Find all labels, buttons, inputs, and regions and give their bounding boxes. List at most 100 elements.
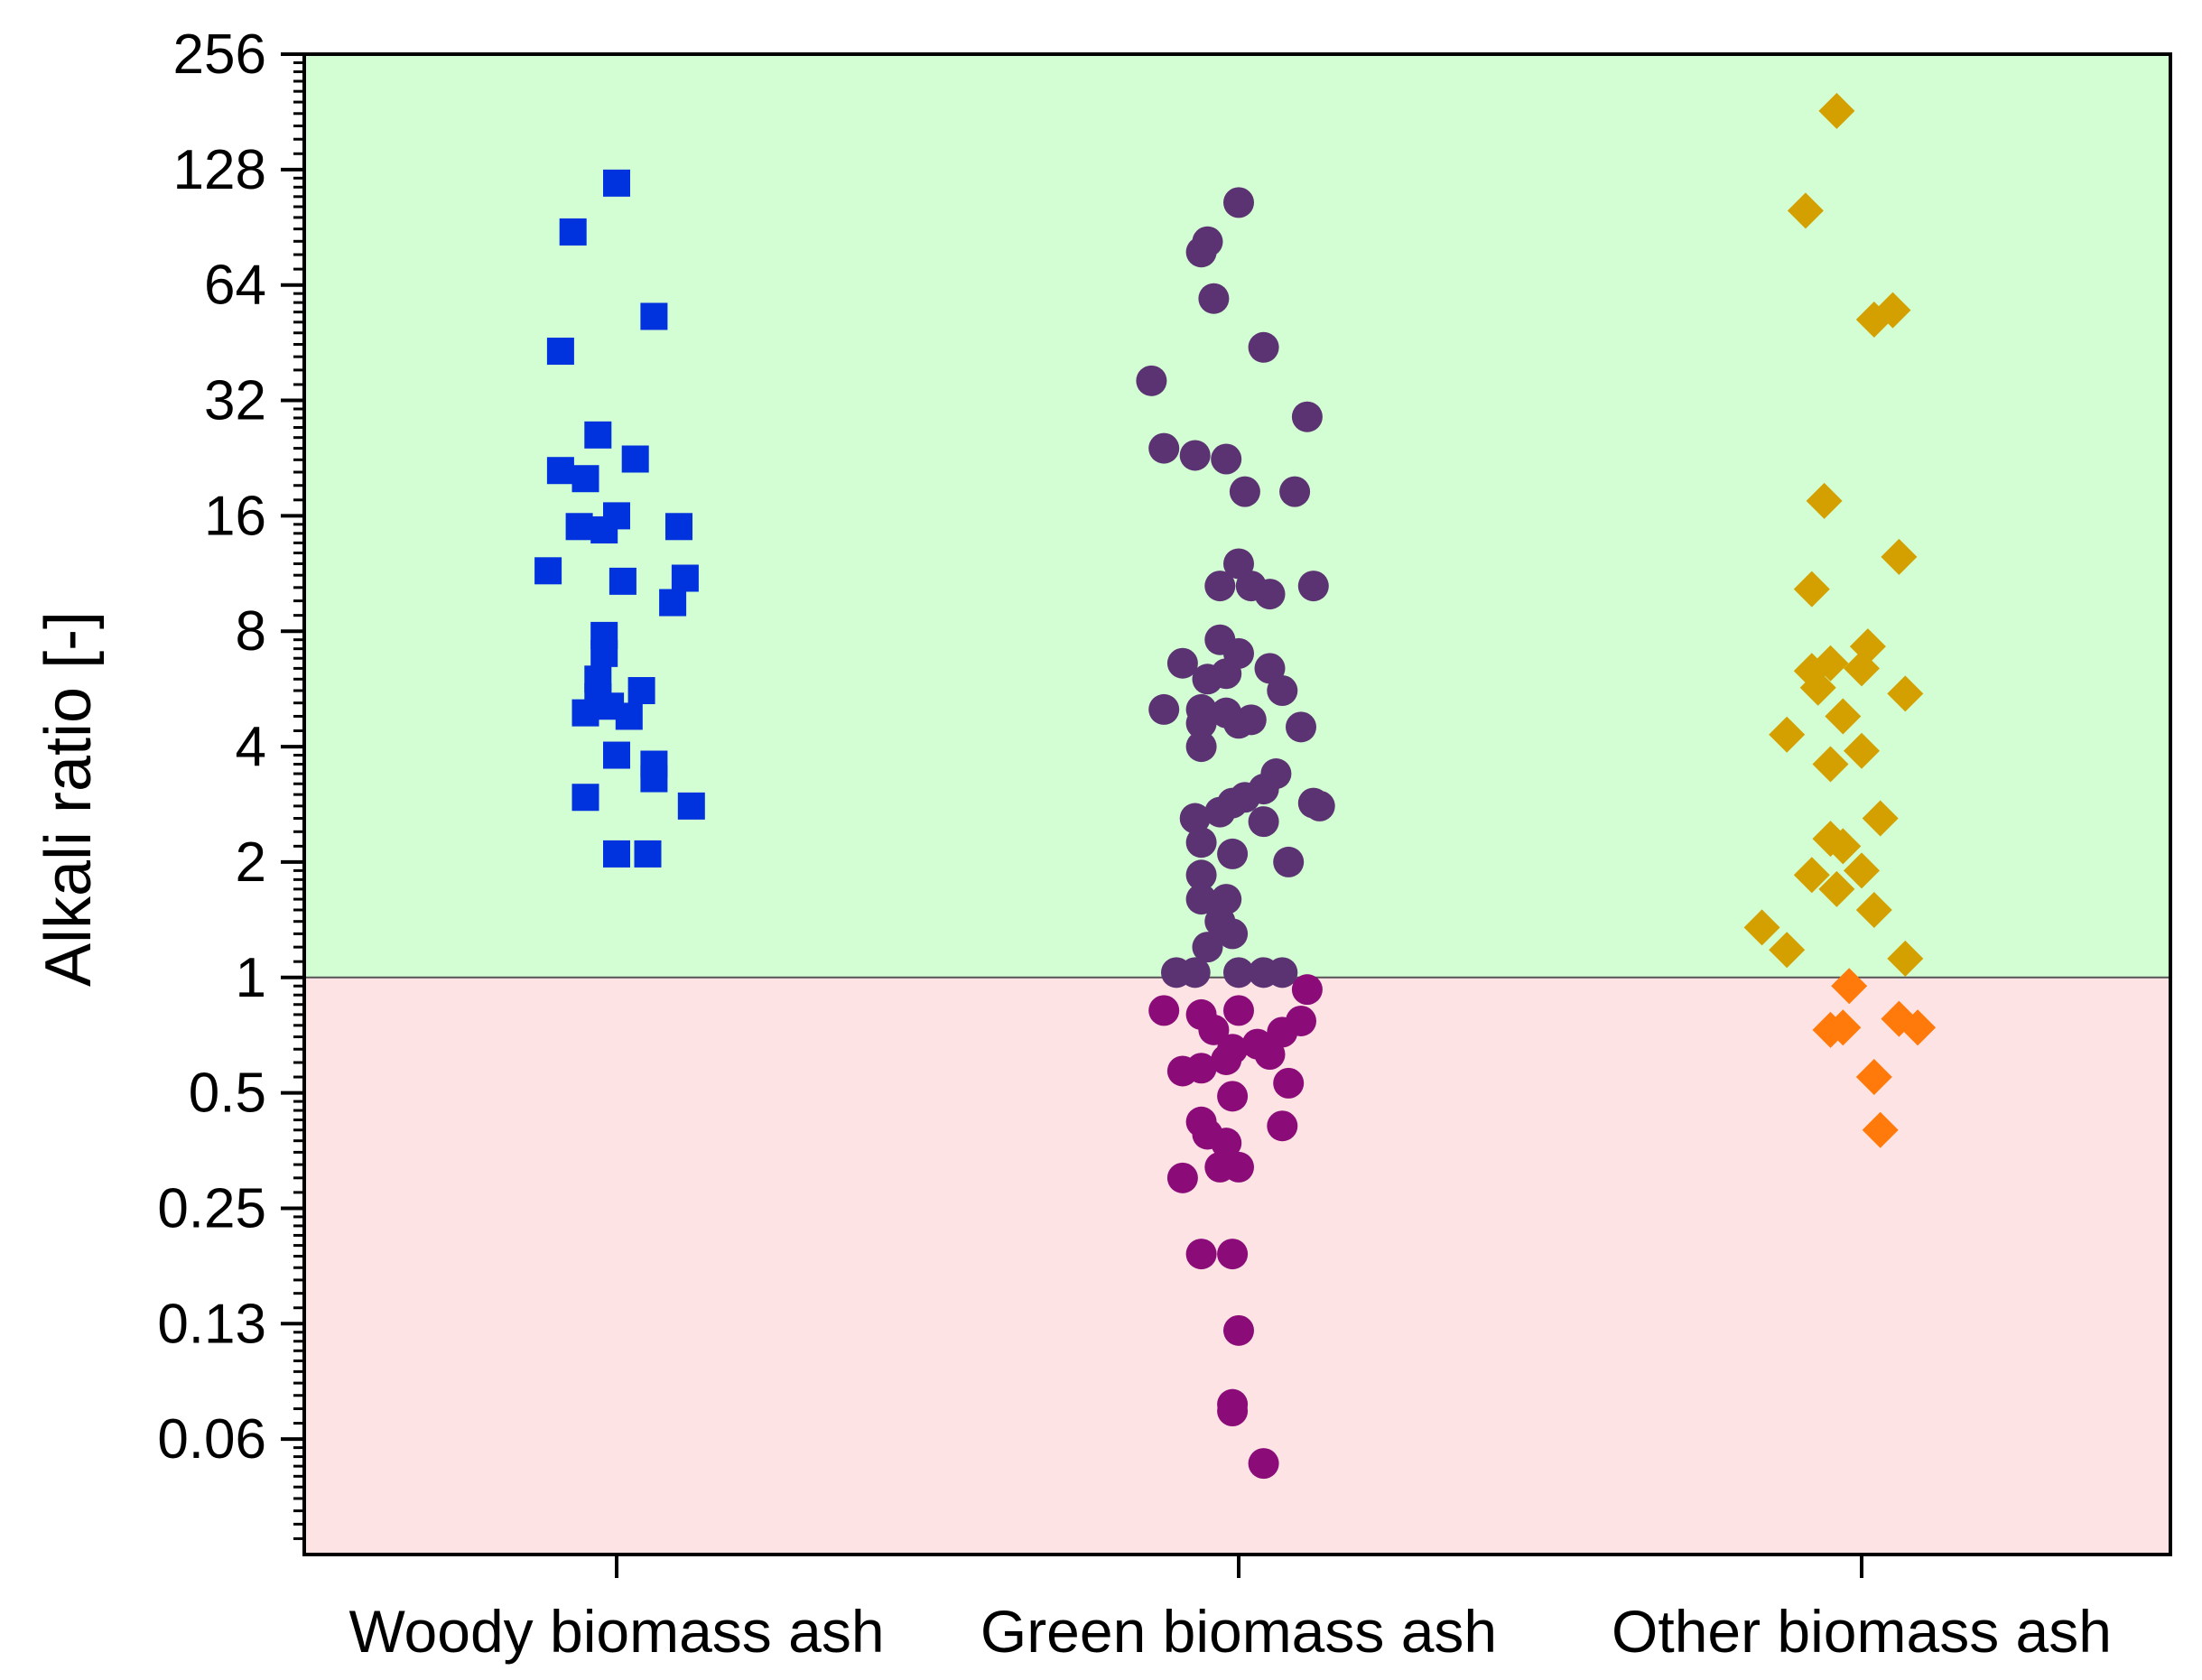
data-point-circle [1229, 782, 1260, 813]
data-point-diamond [1769, 716, 1806, 753]
data-point-circle [1185, 827, 1217, 859]
data-point-diamond [1799, 669, 1836, 706]
y-tick-label: 2 [236, 831, 266, 894]
data-point-square [665, 513, 692, 541]
data-point-diamond [1825, 698, 1862, 735]
y-axis-title: Alkali ratio [-] [33, 611, 105, 987]
x-category-label: Green biomass ash [980, 1598, 1497, 1665]
data-point-diamond [1887, 940, 1924, 977]
data-point-circle [1166, 647, 1198, 679]
data-point-circle [1179, 957, 1211, 989]
data-point-circle [1211, 1128, 1242, 1159]
data-point-circle [1198, 1014, 1230, 1045]
data-point-square [615, 702, 643, 730]
data-point-diamond [1825, 828, 1862, 865]
data-point-circle [1223, 1314, 1254, 1346]
data-points [534, 92, 1937, 1480]
data-point-circle [1291, 401, 1323, 432]
data-point-circle [1279, 476, 1311, 507]
data-point-circle [1217, 1081, 1249, 1112]
data-point-square [534, 557, 562, 585]
data-point-circle [1185, 708, 1217, 739]
data-point-circle [1185, 859, 1217, 891]
data-point-square [671, 564, 699, 592]
data-point-square [590, 516, 618, 544]
y-tick-label: 128 [173, 139, 266, 201]
data-point-circle [1273, 846, 1305, 877]
y-tick-label: 0.5 [189, 1063, 266, 1125]
data-point-circle [1273, 1067, 1305, 1099]
x-category-label: Woody biomass ash [348, 1598, 884, 1665]
data-point-circle [1185, 1239, 1217, 1270]
data-point-circle [1198, 283, 1230, 314]
data-point-square [584, 421, 612, 449]
data-point-circle [1179, 803, 1211, 834]
y-tick-label: 64 [204, 255, 266, 317]
data-point-circle [1204, 796, 1236, 828]
data-point-circle [1223, 1151, 1254, 1183]
data-point-circle [1267, 957, 1298, 989]
data-point-square [590, 639, 618, 667]
data-point-square [621, 445, 649, 473]
data-point-circle [1185, 884, 1217, 915]
data-point-square [571, 465, 599, 493]
y-tick-label: 16 [204, 485, 266, 547]
data-point-square [609, 567, 636, 595]
data-point-diamond [1812, 746, 1849, 783]
data-point-diamond [1787, 192, 1824, 229]
data-point-diamond [1881, 538, 1918, 575]
data-point-circle [1136, 365, 1167, 396]
y-tick-label: 0.25 [157, 1177, 266, 1239]
data-point-square [603, 169, 630, 197]
data-point-circle [1185, 237, 1217, 268]
data-point-circle [1304, 790, 1335, 821]
data-point-circle [1217, 918, 1249, 950]
data-point-circle [1217, 1239, 1249, 1270]
data-point-circle [1223, 957, 1254, 989]
data-point-circle [1185, 1053, 1217, 1084]
data-point-circle [1235, 704, 1267, 736]
y-tick-label: 4 [236, 716, 266, 778]
data-point-diamond [1887, 675, 1924, 712]
data-point-square [634, 840, 662, 868]
series-other-biomass-ash [1743, 92, 1937, 1148]
y-tick-label: 256 [173, 23, 266, 86]
data-point-square [659, 589, 687, 617]
data-point-circle [1248, 806, 1279, 838]
data-point-diamond [1743, 909, 1780, 946]
data-point-circle [1217, 838, 1249, 869]
data-point-circle [1223, 995, 1254, 1026]
data-point-diamond [1844, 732, 1880, 769]
data-point-square [603, 741, 630, 769]
data-point-diamond [1818, 92, 1855, 129]
data-point-diamond [1844, 650, 1880, 687]
data-point-square [546, 338, 574, 366]
data-point-circle [1211, 1044, 1242, 1075]
data-point-circle [1185, 731, 1217, 763]
data-point-diamond [1806, 482, 1843, 519]
data-point-square [559, 218, 587, 246]
data-point-square [571, 699, 599, 727]
data-point-diamond [1793, 857, 1830, 894]
data-point-diamond [1793, 571, 1830, 608]
data-point-circle [1248, 331, 1279, 363]
data-point-square [565, 513, 593, 541]
y-tick-label: 32 [204, 370, 266, 432]
y-tick-label: 0.06 [157, 1408, 266, 1471]
data-point-circle [1291, 974, 1323, 1006]
data-point-square [603, 840, 630, 868]
axes: 256 128 64 32 16 8 4 2 1 0.5 0.25 0.13 0.06 Woody bio… [157, 23, 2172, 1665]
data-point-circle [1179, 440, 1211, 471]
data-point-diamond [1844, 852, 1880, 889]
data-point-circle [1267, 675, 1298, 707]
data-point-square [546, 457, 574, 485]
y-tick-label: 0.13 [157, 1293, 266, 1355]
data-point-square [677, 792, 705, 820]
data-point-circle [1223, 187, 1254, 218]
data-point-square [640, 765, 668, 793]
data-point-square [640, 302, 668, 330]
data-point-circle [1297, 571, 1329, 602]
series-woody-biomass-ash [534, 169, 705, 868]
data-point-diamond [1874, 292, 1911, 329]
